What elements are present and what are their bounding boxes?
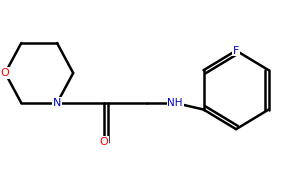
Text: F: F [233,46,239,56]
Text: N: N [53,98,61,108]
Text: NH: NH [168,98,183,108]
Text: O: O [99,137,108,147]
Text: O: O [1,68,10,78]
